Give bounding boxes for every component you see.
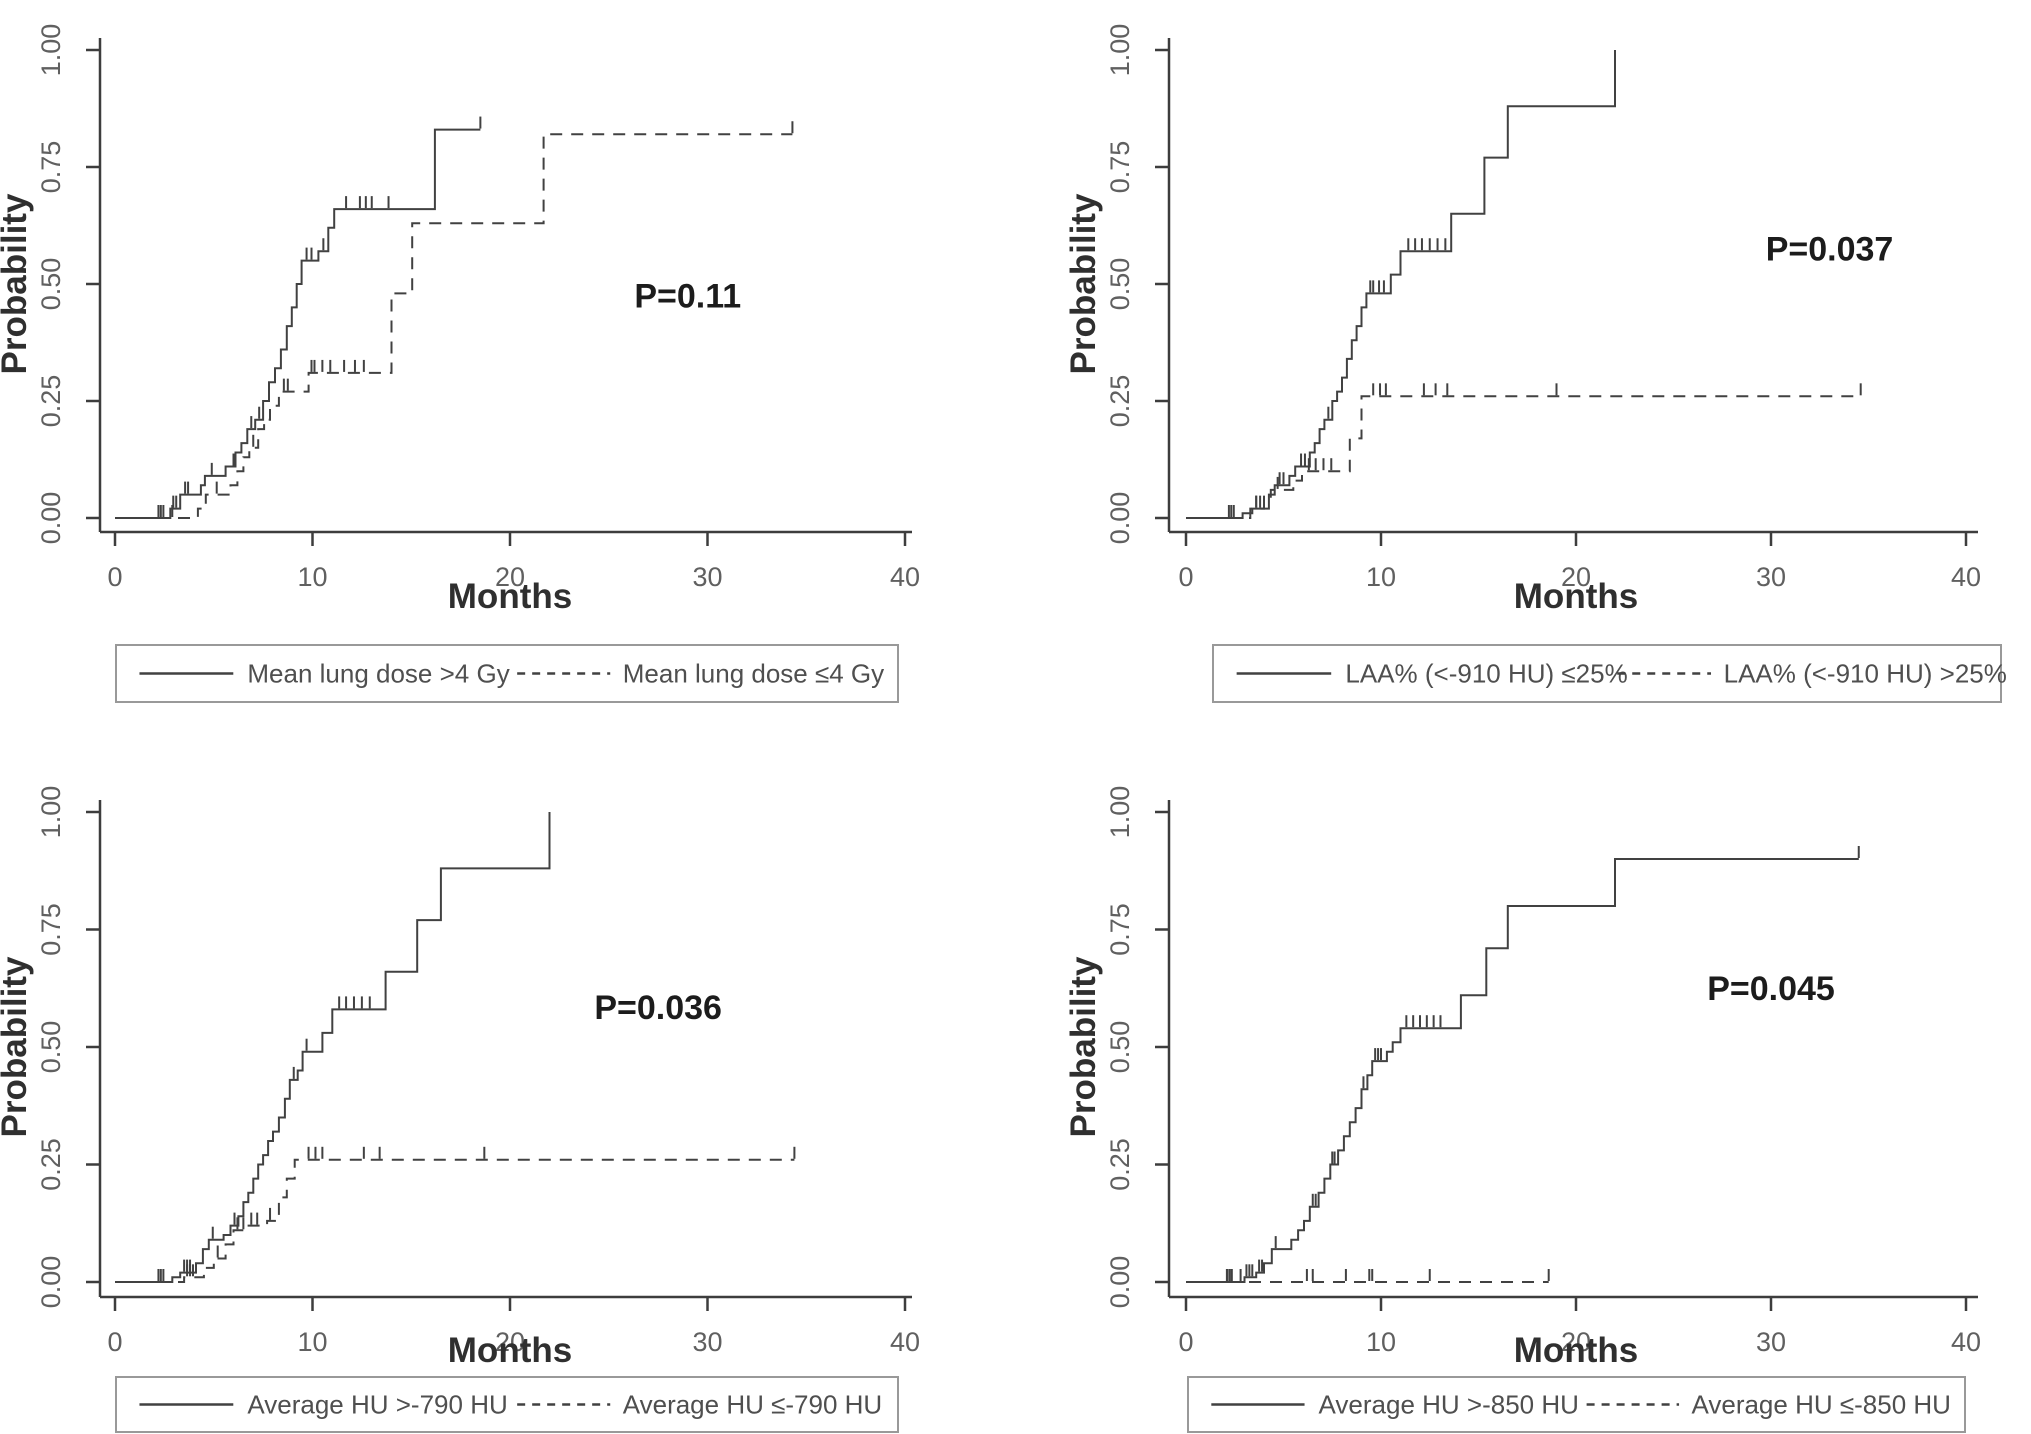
legend-label-solid: Average HU >-850 HU — [1319, 1390, 1579, 1420]
y-axis-title: Probability — [1064, 193, 1103, 374]
x-axis-title: Months — [448, 577, 572, 616]
x-tick-label: 10 — [297, 1327, 327, 1357]
curve-dashed — [1186, 395, 1861, 519]
y-tick-label: 1.00 — [36, 786, 66, 839]
censor-ticks-dashed — [1225, 1269, 1550, 1281]
x-axis-title: Months — [448, 1331, 572, 1370]
curve-solid — [1186, 50, 1616, 519]
panel-average-hu-850: 0 10 20 30 40 0.00 0.25 0.50 0.75 1.00 Months Proba… — [1016, 717, 2031, 1434]
legend-label-solid: Average HU >-790 HU — [247, 1390, 507, 1420]
censor-ticks-solid — [157, 116, 482, 517]
panel-average-hu-790: 0 10 20 30 40 0.00 0.25 0.50 0.75 1.00 Months Proba… — [0, 717, 1015, 1434]
y-tick-label: 0.50 — [1105, 258, 1135, 311]
legend-label-dashed: Mean lung dose ≤4 Gy — [623, 659, 884, 689]
km-plot-mean-lung-dose: 0 10 20 30 40 0.00 0.25 0.50 0.75 1.00 Months Proba… — [0, 24, 920, 703]
legend-box — [1187, 1376, 1966, 1433]
panel-mean-lung-dose: 0 10 20 30 40 0.00 0.25 0.50 0.75 1.00 Months Proba… — [0, 0, 1015, 717]
y-tick-label: 1.00 — [36, 24, 66, 77]
legend-label-dashed: LAA% (<-910 HU) >25% — [1724, 659, 2007, 689]
p-value-label: P=0.11 — [634, 277, 741, 315]
censor-ticks-dashed — [171, 121, 794, 517]
x-axis-title: Months — [1514, 1331, 1638, 1370]
censor-ticks-solid — [1227, 238, 1447, 517]
x-tick-label: 10 — [1366, 562, 1396, 592]
p-value-label: P=0.037 — [1766, 231, 1894, 269]
x-tick-label: 40 — [890, 562, 920, 592]
x-tick-label: 20 — [1561, 562, 1591, 592]
legend-label-solid: LAA% (<-910 HU) ≤25% — [1345, 659, 1627, 689]
x-tick-label: 20 — [495, 562, 525, 592]
legend-label-dashed: Average HU ≤-790 HU — [623, 1390, 882, 1420]
p-value-label: P=0.036 — [594, 989, 722, 1027]
censor-ticks-dashed — [1255, 383, 1862, 508]
y-tick-label: 0.25 — [1105, 1138, 1135, 1191]
censor-ticks-solid — [157, 996, 371, 1281]
y-tick-label: 0.25 — [1105, 375, 1135, 428]
curve-solid — [1186, 858, 1859, 1283]
x-tick-label: 40 — [890, 1327, 920, 1357]
curve-dashed — [115, 1158, 795, 1283]
y-tick-label: 0.00 — [36, 1256, 66, 1309]
curve-dashed — [115, 133, 793, 519]
curve-solid — [115, 812, 551, 1283]
panel-laa-percent: 0 10 20 30 40 0.00 0.25 0.50 0.75 1.00 Months Proba… — [1016, 0, 2031, 717]
y-tick-label: 0.00 — [1105, 492, 1135, 545]
legend-label-solid: Mean lung dose >4 Gy — [247, 659, 509, 689]
y-tick-label: 1.00 — [1105, 24, 1135, 77]
y-tick-label: 0.50 — [36, 1021, 66, 1074]
y-tick-label: 0.00 — [36, 492, 66, 545]
x-tick-label: 40 — [1951, 562, 1981, 592]
x-tick-label: 30 — [1756, 1327, 1786, 1357]
censor-ticks-solid — [1225, 846, 1860, 1281]
y-tick-label: 0.75 — [1105, 141, 1135, 194]
legend-box — [1212, 644, 2002, 703]
x-tick-label: 0 — [107, 1327, 122, 1357]
y-axis-title: Probability — [0, 193, 34, 374]
legend-label-dashed: Average HU ≤-850 HU — [1691, 1390, 1950, 1420]
legend-box — [115, 644, 899, 703]
x-tick-label: 0 — [107, 562, 122, 592]
p-value-label: P=0.045 — [1707, 970, 1835, 1008]
x-axis-title: Months — [1514, 577, 1638, 616]
y-axis-title: Probability — [0, 956, 34, 1137]
y-tick-label: 0.25 — [36, 1138, 66, 1191]
curve-solid — [115, 128, 481, 519]
y-tick-label: 0.00 — [1105, 1256, 1135, 1309]
y-tick-label: 0.75 — [36, 141, 66, 194]
legend-box — [115, 1376, 899, 1433]
censor-ticks-dashed — [186, 1146, 796, 1277]
y-tick-label: 0.75 — [36, 903, 66, 956]
km-plot-average-hu-850: 0 10 20 30 40 0.00 0.25 0.50 0.75 1.00 Months Proba… — [1064, 786, 1981, 1433]
km-plot-average-hu-790: 0 10 20 30 40 0.00 0.25 0.50 0.75 1.00 Months Proba… — [0, 786, 920, 1433]
y-tick-label: 0.50 — [36, 258, 66, 311]
x-tick-label: 20 — [1561, 1327, 1591, 1357]
x-tick-label: 10 — [297, 562, 327, 592]
x-tick-label: 30 — [692, 562, 722, 592]
y-tick-label: 0.50 — [1105, 1021, 1135, 1074]
x-tick-label: 40 — [1951, 1327, 1981, 1357]
y-tick-label: 1.00 — [1105, 786, 1135, 839]
y-tick-label: 0.75 — [1105, 903, 1135, 956]
km-plot-laa-percent: 0 10 20 30 40 0.00 0.25 0.50 0.75 1.00 Months Proba… — [1064, 24, 2007, 703]
x-tick-label: 30 — [692, 1327, 722, 1357]
y-tick-label: 0.25 — [36, 375, 66, 428]
x-tick-label: 20 — [495, 1327, 525, 1357]
x-tick-label: 10 — [1366, 1327, 1396, 1357]
x-tick-label: 30 — [1756, 562, 1786, 592]
x-tick-label: 0 — [1178, 562, 1193, 592]
y-axis-title: Probability — [1064, 956, 1103, 1137]
x-tick-label: 0 — [1178, 1327, 1193, 1357]
